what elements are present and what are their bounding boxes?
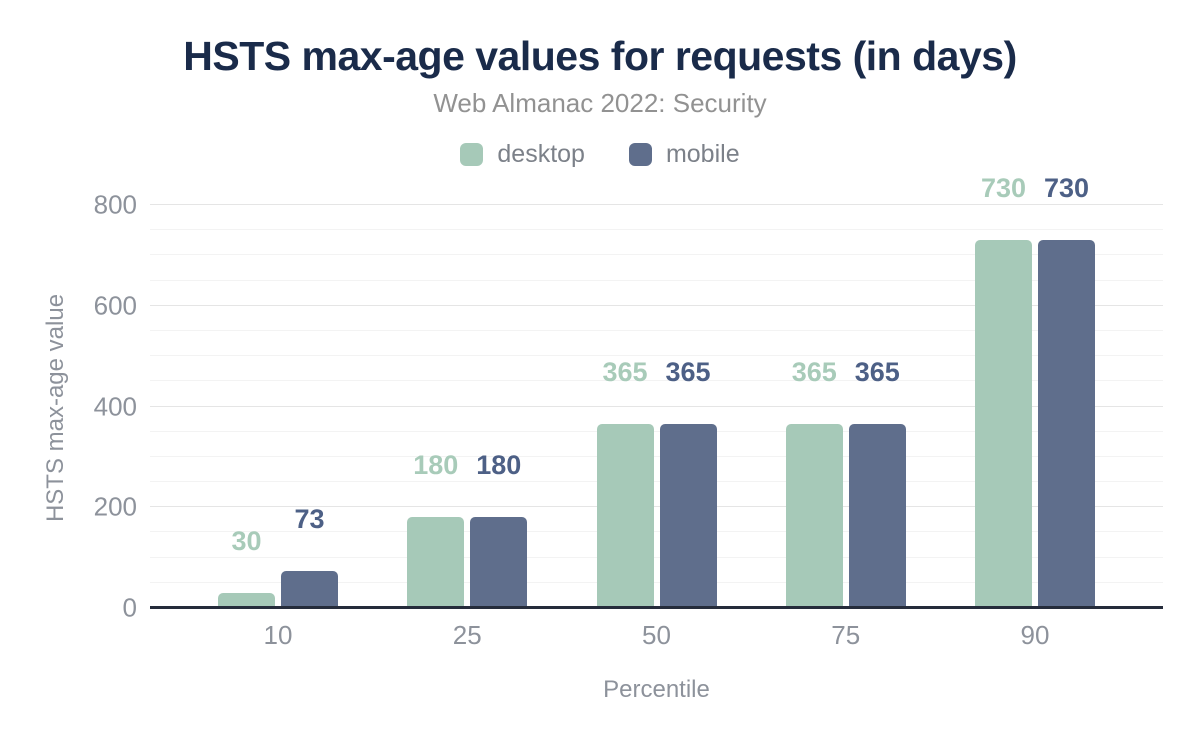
x-tick-label-75: 75 (831, 620, 861, 650)
gridline-minor (150, 279, 1163, 281)
y-tick-label-400: 400 (93, 391, 137, 421)
bar-label-desktop-10: 30 (231, 525, 262, 556)
gridline-minor (150, 254, 1163, 256)
y-tick-label-600: 600 (93, 290, 137, 321)
x-tick-label-50: 50 (642, 620, 671, 650)
gridline-minor (150, 481, 1163, 483)
bar-label-mobile-75: 365 (854, 357, 900, 388)
bar-mobile-90[interactable] (1038, 240, 1095, 608)
bar-group-25: 180 180 25 (407, 205, 528, 650)
x-axis-title: Percentile (603, 676, 710, 703)
gridline-major (150, 204, 1163, 205)
y-tick-label-0: 0 (122, 592, 137, 623)
bar-mobile-50[interactable] (659, 424, 717, 608)
bar-desktop-90[interactable] (975, 240, 1032, 608)
gridline-minor (150, 581, 1163, 583)
gridline-minor (150, 380, 1163, 382)
y-tick-label-200: 200 (93, 491, 137, 522)
bar-label-desktop-50: 365 (602, 357, 648, 388)
x-axis-line (150, 606, 1163, 609)
bar-label-desktop-25: 180 (413, 450, 459, 481)
gridline-minor (150, 455, 1163, 457)
bar-group-50: 365 365 50 (596, 205, 717, 650)
bar-desktop-25[interactable] (407, 517, 465, 608)
gridline-minor (150, 556, 1163, 558)
bar-label-desktop-90: 730 (980, 173, 1027, 204)
bar-label-mobile-25: 180 (476, 450, 522, 481)
chart-title: HSTS max-age values for requests (in day… (183, 33, 1017, 79)
bar-desktop-50[interactable] (596, 424, 654, 608)
legend: desktop mobile (0, 140, 1200, 169)
gridline-minor (150, 329, 1163, 331)
bar-mobile-10[interactable] (281, 571, 338, 608)
legend-label: desktop (497, 140, 585, 168)
bar-desktop-10[interactable] (218, 592, 275, 608)
x-tick-label-10: 10 (263, 620, 293, 650)
gridline-major (150, 506, 1163, 508)
gridline-minor (150, 229, 1163, 231)
chart-subtitle: Web Almanac 2022: Security (433, 88, 767, 118)
legend-label: mobile (665, 140, 740, 168)
bar-group-10: 30 73 10 (218, 205, 338, 650)
bar-label-mobile-10: 73 (294, 504, 325, 535)
gridline-major (150, 304, 1163, 306)
legend-swatch-mobile (628, 143, 652, 166)
plot-area: 30 73 10 180 180 25 365 365 50 365 365 75 730 730 90 (150, 175, 1163, 650)
bar-groups: 30 73 10 180 180 25 365 365 50 365 365 75 730 730 90 (150, 175, 1163, 650)
x-tick-label-25: 25 (452, 620, 482, 650)
legend-swatch-desktop (460, 143, 484, 166)
bar-desktop-75[interactable] (785, 424, 843, 608)
y-tick-label-800: 800 (93, 189, 137, 220)
bar-label-desktop-75: 365 (791, 357, 837, 388)
legend-item-mobile[interactable]: mobile (628, 140, 740, 169)
gridline-major (150, 405, 1163, 407)
bar-label-mobile-90: 730 (1043, 173, 1090, 204)
gridline-minor (150, 531, 1163, 533)
bar-group-90: 730 730 90 (975, 175, 1095, 650)
x-tick-label-90: 90 (1020, 620, 1050, 650)
bar-group-75: 365 365 75 (785, 205, 906, 650)
gridline-minor (150, 355, 1163, 357)
bar-mobile-25[interactable] (470, 517, 528, 608)
bar-mobile-75[interactable] (848, 424, 906, 608)
legend-item-desktop[interactable]: desktop (460, 140, 585, 169)
gridline-minor (150, 430, 1163, 432)
bar-label-mobile-50: 365 (665, 357, 711, 388)
